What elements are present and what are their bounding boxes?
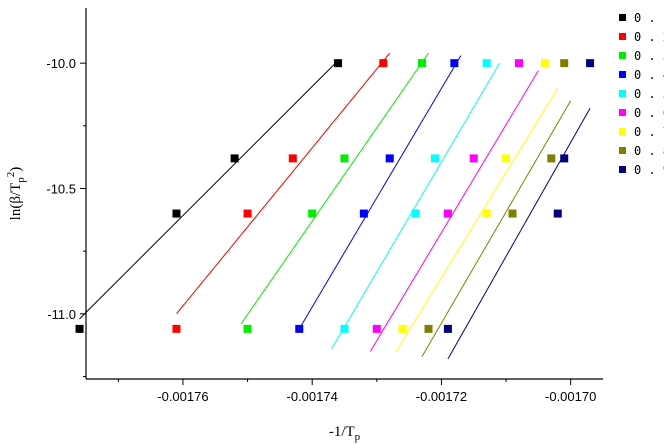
legend-label-0.9: 0 . 9 (634, 163, 664, 177)
point-0.6 (469, 154, 478, 163)
fit-line-0.2 (176, 52, 391, 315)
legend-marker-0.8 (619, 147, 626, 154)
point-0.8 (508, 209, 517, 218)
y-axis-title-sub: p (15, 177, 27, 183)
y-axis-title: ln(β/Tp2) (5, 167, 27, 221)
point-0.7 (540, 59, 549, 68)
y-tick-label: -10.0 (46, 56, 76, 71)
legend-label-0.2: 0 . 2 (634, 30, 664, 44)
point-0.9 (443, 324, 452, 333)
x-axis-title: -1/Tp (329, 424, 361, 443)
fit-line-0.3 (240, 52, 429, 325)
x-tick-label: -0.00176 (157, 389, 208, 404)
point-0.1 (172, 209, 181, 218)
axes: -0.00176 -0.00174 -0.00172 -0.00170 -11.0-1… (46, 8, 603, 404)
x-tick-label: -0.00172 (416, 389, 467, 404)
x-axis-title-main: -1/T (329, 424, 355, 440)
fit-line-0.8 (421, 100, 572, 357)
point-0.7 (482, 209, 491, 218)
fit-line-0.9 (447, 108, 591, 360)
legend-marker-0.1 (619, 14, 626, 21)
point-0.7 (398, 324, 407, 333)
point-0.2 (243, 209, 252, 218)
x-tick-label: -0.00174 (287, 389, 338, 404)
legend-marker-0.5 (619, 90, 626, 97)
point-0.8 (547, 154, 556, 163)
legend: 0 . 1 0 . 2 0 . 3 0 . 4 0 . 5 0 . 6 0 . 7 0 . 8… (619, 11, 664, 177)
legend-label-0.5: 0 . 5 (634, 87, 664, 101)
legend-marker-0.6 (619, 109, 626, 116)
point-0.9 (560, 154, 569, 163)
fit-lines (79, 52, 591, 360)
data-points (75, 59, 595, 333)
fit-line-0.7 (395, 87, 559, 352)
point-0.5 (411, 209, 420, 218)
legend-marker-0.2 (619, 33, 626, 40)
point-0.6 (372, 324, 381, 333)
fit-line-0.4 (298, 55, 462, 330)
point-0.1 (75, 324, 84, 333)
point-0.2 (172, 324, 181, 333)
x-axis-title-sub: p (355, 431, 361, 443)
point-0.4 (385, 154, 394, 163)
point-0.5 (340, 324, 349, 333)
point-0.8 (424, 324, 433, 333)
fit-line-0.1 (79, 60, 339, 320)
point-0.4 (295, 324, 304, 333)
point-0.6 (443, 209, 452, 218)
legend-label-0.8: 0 . 8 (634, 144, 664, 158)
fit-line-0.6 (369, 70, 539, 352)
legend-label-0.4: 0 . 4 (634, 68, 664, 82)
point-0.5 (482, 59, 491, 68)
point-0.1 (334, 59, 343, 68)
legend-marker-0.7 (619, 128, 626, 135)
point-0.3 (340, 154, 349, 163)
point-0.8 (560, 59, 569, 68)
point-0.2 (288, 154, 297, 163)
legend-label-0.7: 0 . 7 (634, 125, 664, 139)
point-0.4 (359, 209, 368, 218)
point-0.6 (514, 59, 523, 68)
point-0.2 (379, 59, 388, 68)
y-tick-label: -10.5 (46, 181, 76, 196)
point-0.7 (502, 154, 511, 163)
point-0.5 (430, 154, 439, 163)
legend-label-0.6: 0 . 6 (634, 106, 664, 120)
point-0.9 (586, 59, 595, 68)
y-tick-label: -11.0 (47, 307, 76, 322)
point-0.3 (243, 324, 252, 333)
x-ticks: -0.00176 -0.00174 -0.00172 -0.00170 (117, 379, 596, 404)
legend-marker-0.4 (619, 71, 626, 78)
legend-label-0.1: 0 . 1 (634, 11, 664, 25)
point-0.9 (553, 209, 562, 218)
legend-marker-0.9 (619, 166, 626, 173)
point-0.3 (418, 59, 427, 68)
point-0.4 (450, 59, 459, 68)
y-ticks: -11.0 -10.5 -10.0 (46, 56, 86, 377)
x-tick-label: -0.00170 (545, 389, 596, 404)
legend-label-0.3: 0 . 3 (634, 49, 664, 63)
point-0.3 (308, 209, 317, 218)
fit-line-0.5 (331, 62, 501, 350)
legend-marker-0.3 (619, 52, 626, 59)
point-0.1 (230, 154, 239, 163)
y-axis-title-main: ln(β/T (8, 183, 24, 221)
y-axis-title-sup: 2 (5, 172, 17, 178)
y-axis-title-close: ) (8, 167, 24, 172)
